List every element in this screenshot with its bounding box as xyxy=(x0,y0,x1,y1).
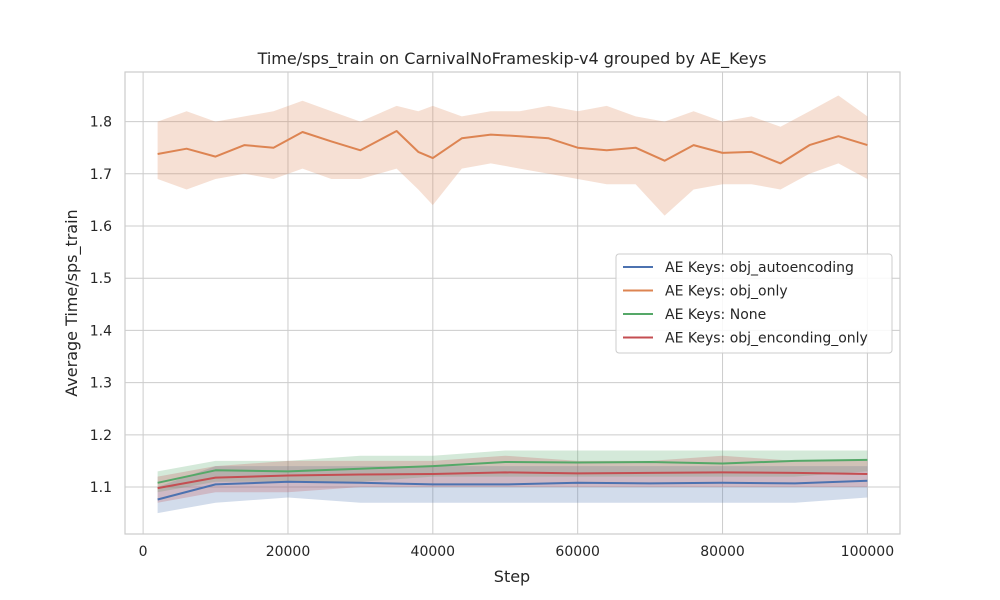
legend-box xyxy=(615,253,893,354)
confidence-bands xyxy=(157,95,868,514)
y-tick-label: 1.3 xyxy=(90,376,112,392)
x-axis-ticks: 0 20000 40000 60000 80000 100000 xyxy=(139,544,894,560)
x-tick-label: 60000 xyxy=(555,544,600,560)
y-tick-label: 1.5 xyxy=(90,271,112,287)
x-tick-label: 0 xyxy=(139,544,148,560)
grid xyxy=(125,72,900,534)
y-tick-label: 1.2 xyxy=(90,428,112,444)
legend: AE Keys: obj_autoencoding AE Keys: obj_on… xyxy=(615,253,893,354)
y-axis-label: Average Time/sps_train xyxy=(62,209,82,396)
chart-title: Time/sps_train on CarnivalNoFrameskip-v4… xyxy=(257,49,767,69)
y-tick-label: 1.4 xyxy=(90,323,112,339)
legend-entry-0: AE Keys: obj_autoencoding xyxy=(665,260,854,276)
y-tick-label: 1.1 xyxy=(90,480,112,496)
series-line-3 xyxy=(157,471,868,490)
x-axis-label: Step xyxy=(494,567,530,586)
series-band-1 xyxy=(157,95,868,216)
legend-entry-1: AE Keys: obj_only xyxy=(665,284,788,300)
series-lines xyxy=(157,130,868,501)
series-band-3 xyxy=(157,455,868,503)
legend-entry-3: AE Keys: obj_enconding_only xyxy=(665,331,868,347)
x-tick-label: 100000 xyxy=(841,544,894,560)
y-tick-label: 1.8 xyxy=(90,115,112,131)
series-line-2 xyxy=(157,458,868,484)
y-tick-label: 1.7 xyxy=(90,167,112,183)
y-axis-ticks: 1.1 1.2 1.3 1.4 1.5 1.6 1.7 1.8 xyxy=(90,115,112,496)
x-tick-label: 40000 xyxy=(411,544,456,560)
series-band-0 xyxy=(157,466,868,514)
x-tick-label: 80000 xyxy=(700,544,745,560)
series-line-0 xyxy=(157,479,868,501)
x-tick-label: 20000 xyxy=(266,544,311,560)
y-tick-label: 1.6 xyxy=(90,219,112,235)
series-line-1 xyxy=(157,130,868,165)
legend-entry-2: AE Keys: None xyxy=(665,307,766,323)
